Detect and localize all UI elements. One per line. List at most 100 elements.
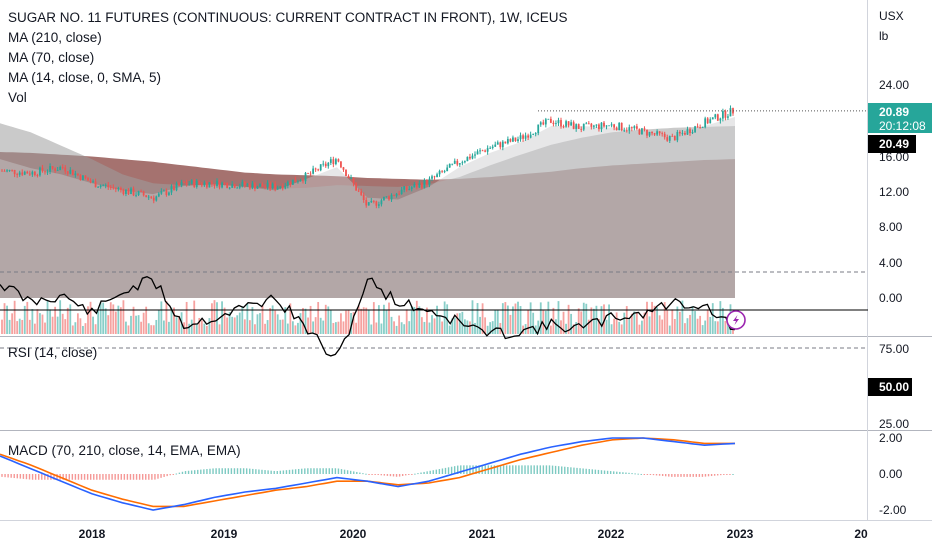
- candle-body: [291, 179, 294, 185]
- volume-bar: [286, 323, 289, 334]
- candle-body: [519, 135, 522, 140]
- candle-body: [547, 118, 550, 120]
- last-price-value: 20.89: [879, 105, 909, 119]
- macd-histogram-bar: [472, 465, 474, 474]
- volume-bar: [213, 300, 216, 334]
- volume-bar: [433, 318, 436, 334]
- volume-bar: [294, 325, 297, 334]
- macd-histogram-bar: [86, 474, 89, 480]
- macd-histogram-bar: [371, 474, 373, 475]
- volume-bar: [59, 300, 62, 334]
- macd-histogram-bar: [704, 474, 707, 477]
- volume-bar: [608, 304, 610, 334]
- volume-bar: [241, 306, 244, 334]
- price-tick: 0.00: [879, 291, 903, 305]
- candle-body: [448, 163, 451, 168]
- candle-body: [403, 186, 406, 190]
- volume-bar: [264, 323, 266, 334]
- macd-histogram-bar: [536, 465, 538, 474]
- volume-bar: [54, 306, 57, 334]
- macd-histogram-bar: [640, 473, 642, 475]
- volume-bar: [302, 307, 304, 334]
- volume-bar: [618, 321, 621, 334]
- volume-bar: [246, 303, 249, 334]
- rsi-panel[interactable]: [0, 271, 868, 357]
- volume-bar: [469, 321, 471, 334]
- price-tick: 4.00: [879, 256, 903, 270]
- volume-bar: [21, 319, 24, 334]
- volume-bar: [193, 300, 196, 334]
- macd-histogram-bar: [505, 465, 508, 474]
- candle-body: [345, 169, 347, 176]
- candle-body: [279, 186, 282, 188]
- volume-bar: [711, 303, 714, 334]
- volume-bar: [92, 316, 94, 334]
- candle-body: [347, 175, 350, 178]
- volume-bar: [332, 323, 335, 334]
- macd-histogram-bar: [680, 474, 682, 477]
- candle-body: [486, 148, 489, 152]
- candle-body: [405, 186, 408, 190]
- volume-bar: [329, 310, 332, 334]
- candle-body: [216, 180, 218, 187]
- candle-body: [590, 123, 593, 127]
- rsi-midline-value: 50.00: [879, 380, 909, 394]
- price-panel[interactable]: [0, 105, 868, 334]
- candle-body: [31, 171, 34, 175]
- macd-histogram-bar: [31, 474, 34, 480]
- volume-bar: [26, 301, 29, 334]
- macd-histogram-bar: [322, 468, 324, 474]
- volume-bar: [610, 324, 613, 334]
- rsi-label[interactable]: RSI (14, close): [8, 345, 98, 360]
- macd-histogram-bar: [533, 465, 535, 474]
- volume-bar: [324, 304, 327, 334]
- volume-bar: [628, 319, 631, 334]
- volume-bar: [383, 304, 385, 334]
- macd-histogram-bar: [307, 468, 309, 474]
- candle-body: [327, 162, 330, 167]
- volume-bar: [676, 306, 679, 334]
- macd-histogram-bar: [252, 468, 254, 474]
- candle-body: [499, 142, 502, 148]
- volume-bar: [36, 309, 39, 334]
- macd-histogram-bar: [637, 473, 639, 475]
- candle-body: [274, 183, 277, 190]
- macd-histogram-bar: [349, 470, 352, 474]
- macd-histogram-bar: [316, 468, 318, 474]
- volume-bar: [178, 315, 180, 334]
- candle-body: [236, 187, 239, 189]
- volume-bar: [428, 322, 431, 334]
- legend-ma14[interactable]: MA (14, close, 0, SMA, 5): [8, 70, 162, 85]
- candle-body: [264, 186, 266, 188]
- candle-body: [456, 160, 459, 165]
- candle-body: [532, 134, 535, 135]
- candle-body: [522, 135, 524, 139]
- volume-bar: [84, 323, 87, 334]
- candle-body: [453, 160, 456, 164]
- legend-ma70[interactable]: MA (70, close): [8, 50, 95, 65]
- macd-histogram-bar: [157, 474, 159, 479]
- candle-body: [152, 197, 155, 201]
- volume-bar: [408, 321, 411, 334]
- macd-histogram-bar: [554, 465, 557, 474]
- rsi-tick: 25.00: [879, 417, 909, 431]
- macd-histogram-bar: [622, 472, 624, 474]
- lightning-icon[interactable]: [726, 310, 746, 330]
- volume-bar: [663, 302, 666, 334]
- volume-bar: [340, 313, 342, 334]
- volume-bar: [317, 302, 320, 334]
- candle-body: [567, 121, 570, 126]
- macd-histogram-bar: [689, 474, 691, 477]
- macd-histogram-bar: [692, 474, 694, 477]
- legend-ma210[interactable]: MA (210, close): [8, 30, 102, 45]
- candle-body: [524, 135, 527, 139]
- macd-panel[interactable]: [0, 437, 736, 511]
- macd-label[interactable]: MACD (70, 210, close, 14, EMA, EMA): [8, 443, 241, 458]
- volume-bar: [11, 313, 14, 334]
- volume-bar: [580, 311, 583, 334]
- macd-tick: 2.00: [879, 431, 903, 445]
- time-tick: 20: [854, 527, 868, 541]
- legend-volume[interactable]: Vol: [8, 90, 27, 105]
- volume-bar: [307, 317, 309, 334]
